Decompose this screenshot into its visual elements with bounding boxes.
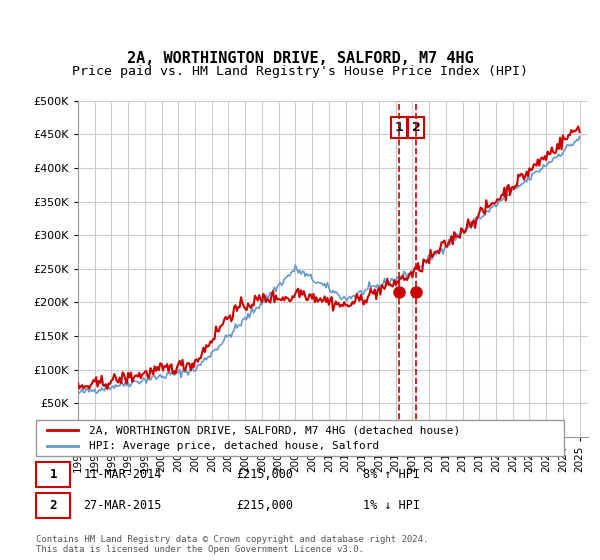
Text: 1: 1: [395, 121, 403, 134]
Text: £215,000: £215,000: [236, 468, 293, 481]
FancyBboxPatch shape: [36, 493, 70, 517]
Text: 11-MAR-2014: 11-MAR-2014: [83, 468, 162, 481]
Text: Price paid vs. HM Land Registry's House Price Index (HPI): Price paid vs. HM Land Registry's House …: [72, 65, 528, 78]
Text: 2: 2: [412, 121, 421, 134]
Text: 8% ↑ HPI: 8% ↑ HPI: [364, 468, 421, 481]
Text: HPI: Average price, detached house, Salford: HPI: Average price, detached house, Salf…: [89, 441, 379, 451]
Text: Contains HM Land Registry data © Crown copyright and database right 2024.
This d: Contains HM Land Registry data © Crown c…: [36, 535, 428, 554]
Text: 2: 2: [50, 499, 57, 512]
FancyBboxPatch shape: [36, 420, 564, 456]
FancyBboxPatch shape: [36, 463, 70, 487]
Text: 27-MAR-2015: 27-MAR-2015: [83, 499, 162, 512]
Text: 1% ↓ HPI: 1% ↓ HPI: [364, 499, 421, 512]
Text: 2A, WORTHINGTON DRIVE, SALFORD, M7 4HG (detached house): 2A, WORTHINGTON DRIVE, SALFORD, M7 4HG (…: [89, 425, 460, 435]
Text: 1: 1: [50, 468, 57, 481]
Text: £215,000: £215,000: [236, 499, 293, 512]
Text: 2A, WORTHINGTON DRIVE, SALFORD, M7 4HG: 2A, WORTHINGTON DRIVE, SALFORD, M7 4HG: [127, 52, 473, 66]
